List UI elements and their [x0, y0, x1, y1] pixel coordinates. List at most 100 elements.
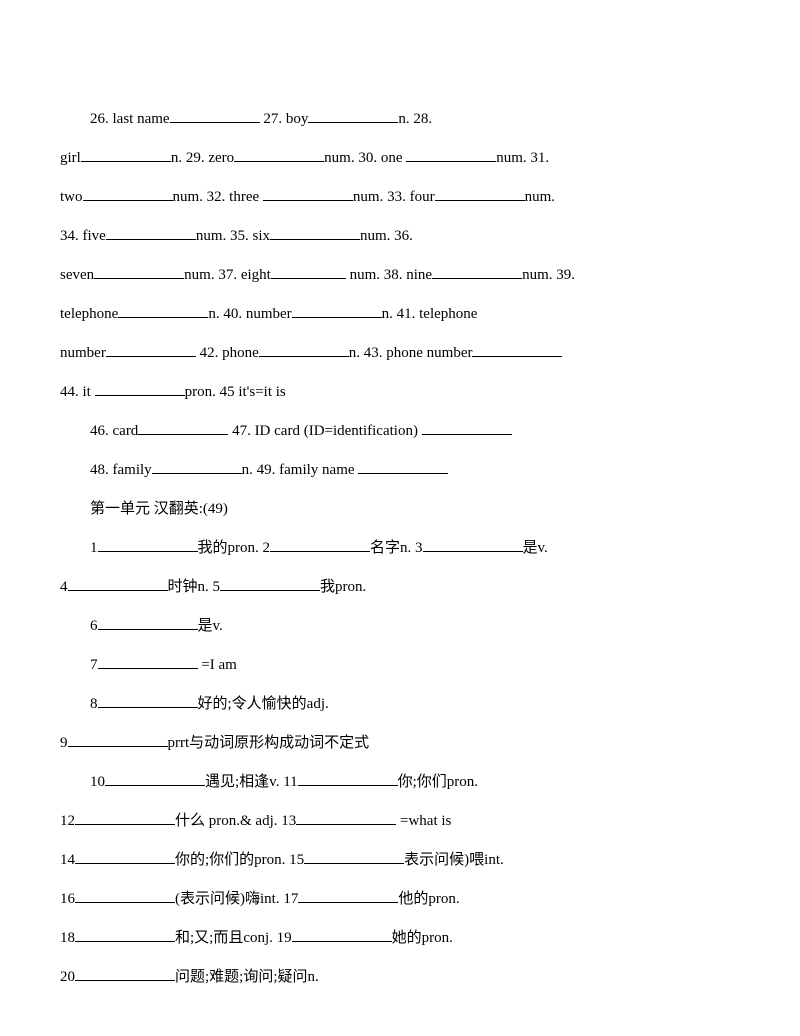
t: 表示问候)喂int. — [404, 852, 504, 868]
blank[interactable] — [422, 420, 512, 435]
blank[interactable] — [138, 420, 228, 435]
t: num. 33. four — [353, 189, 435, 205]
t: 20 — [60, 969, 75, 985]
t: 我的pron. 2 — [198, 540, 271, 556]
blank[interactable] — [263, 186, 353, 201]
blank[interactable] — [98, 693, 198, 708]
blank[interactable] — [75, 849, 175, 864]
t: num. 38. nine — [346, 267, 432, 283]
blank[interactable] — [68, 576, 168, 591]
t: 第一单元 汉翻英:(49) — [90, 501, 228, 517]
blank[interactable] — [406, 147, 496, 162]
blank[interactable] — [68, 732, 168, 747]
blank[interactable] — [358, 459, 448, 474]
line-34-36: 34. fivenum. 35. sixnum. 36. — [60, 217, 740, 256]
t: n. 28. — [398, 111, 432, 127]
t: telephone — [60, 306, 118, 322]
t: 你的;你们的pron. 15 — [175, 852, 304, 868]
t: 和;又;而且conj. 19 — [175, 930, 292, 946]
line-q14-15: 14 你的;你们的pron. 15 表示问候)喂int. — [60, 841, 740, 880]
t: 好的;令人愉快的adj. — [198, 696, 329, 712]
t: number — [60, 345, 106, 361]
line-q10-11: 10遇见;相逢v. 11你;你们pron. — [60, 763, 740, 802]
line-31-33: twonum. 32. three num. 33. fournum. — [60, 178, 740, 217]
blank[interactable] — [304, 849, 404, 864]
t: n. 40. number — [208, 306, 291, 322]
t: 42. phone — [196, 345, 259, 361]
t: num. 35. six — [196, 228, 270, 244]
blank[interactable] — [270, 537, 370, 552]
t: 6 — [90, 618, 98, 634]
t: 46. card — [90, 423, 138, 439]
blank[interactable] — [259, 342, 349, 357]
t: 34. five — [60, 228, 106, 244]
line-q12-13: 12什么 pron.& adj. 13 =what is — [60, 802, 740, 841]
blank[interactable] — [105, 771, 205, 786]
line-48-49: 48. family n. 49. family name — [60, 451, 740, 490]
t: n. 41. telephone — [382, 306, 478, 322]
t: seven — [60, 267, 94, 283]
section-title: 第一单元 汉翻英:(49) — [60, 490, 740, 529]
t: 时钟n. 5 — [168, 579, 221, 595]
t: prrt与动词原形构成动词不定式 — [168, 735, 370, 751]
blank[interactable] — [106, 342, 196, 357]
blank[interactable] — [296, 810, 396, 825]
t: num. 37. eight — [184, 267, 271, 283]
blank[interactable] — [270, 225, 360, 240]
t: 他的pron. — [398, 891, 459, 907]
t: n. 49. family name — [242, 462, 359, 478]
t: n. 29. zero — [171, 150, 234, 166]
t: 8 — [90, 696, 98, 712]
blank[interactable] — [75, 966, 175, 981]
line-q8: 8 好的;令人愉快的adj. — [60, 685, 740, 724]
blank[interactable] — [234, 147, 324, 162]
t: 26. last name — [90, 111, 170, 127]
blank[interactable] — [106, 225, 196, 240]
t: 47. ID card (ID=identification) — [228, 423, 421, 439]
line-q7: 7 =I am — [60, 646, 740, 685]
line-q1-3: 1我的pron. 2名字n. 3是v. — [60, 529, 740, 568]
t: 4 — [60, 579, 68, 595]
t: =I am — [198, 657, 237, 673]
line-46-47: 46. card 47. ID card (ID=identification) — [60, 412, 740, 451]
blank[interactable] — [118, 303, 208, 318]
line-26-28: 26. last name 27. boyn. 28. — [60, 100, 740, 139]
t: n. 43. phone number — [349, 345, 473, 361]
blank[interactable] — [75, 888, 175, 903]
blank[interactable] — [95, 381, 185, 396]
blank[interactable] — [98, 615, 198, 630]
blank[interactable] — [98, 537, 198, 552]
line-41-43: number 42. phone n. 43. phone number — [60, 334, 740, 373]
line-44-45: 44. it pron. 45 it's=it is — [60, 373, 740, 412]
blank[interactable] — [308, 108, 398, 123]
t: 名字n. 3 — [370, 540, 423, 556]
blank[interactable] — [292, 927, 392, 942]
blank[interactable] — [292, 303, 382, 318]
t: 14 — [60, 852, 75, 868]
t: 是v. — [523, 540, 548, 556]
blank[interactable] — [170, 108, 260, 123]
blank[interactable] — [271, 264, 346, 279]
blank[interactable] — [81, 147, 171, 162]
blank[interactable] — [220, 576, 320, 591]
t: girl — [60, 150, 81, 166]
blank[interactable] — [75, 927, 175, 942]
line-q6: 6是v. — [60, 607, 740, 646]
blank[interactable] — [75, 810, 175, 825]
blank[interactable] — [98, 654, 198, 669]
t: 你;你们pron. — [398, 774, 478, 790]
blank[interactable] — [298, 888, 398, 903]
blank[interactable] — [435, 186, 525, 201]
blank[interactable] — [298, 771, 398, 786]
blank[interactable] — [432, 264, 522, 279]
blank[interactable] — [152, 459, 242, 474]
blank[interactable] — [423, 537, 523, 552]
blank[interactable] — [83, 186, 173, 201]
t: 问题;难题;询问;疑问n. — [175, 969, 319, 985]
t: 48. family — [90, 462, 152, 478]
blank[interactable] — [472, 342, 562, 357]
t: (表示问候)嗨int. 17 — [175, 891, 298, 907]
t: 遇见;相逢v. 11 — [205, 774, 298, 790]
t: 9 — [60, 735, 68, 751]
blank[interactable] — [94, 264, 184, 279]
